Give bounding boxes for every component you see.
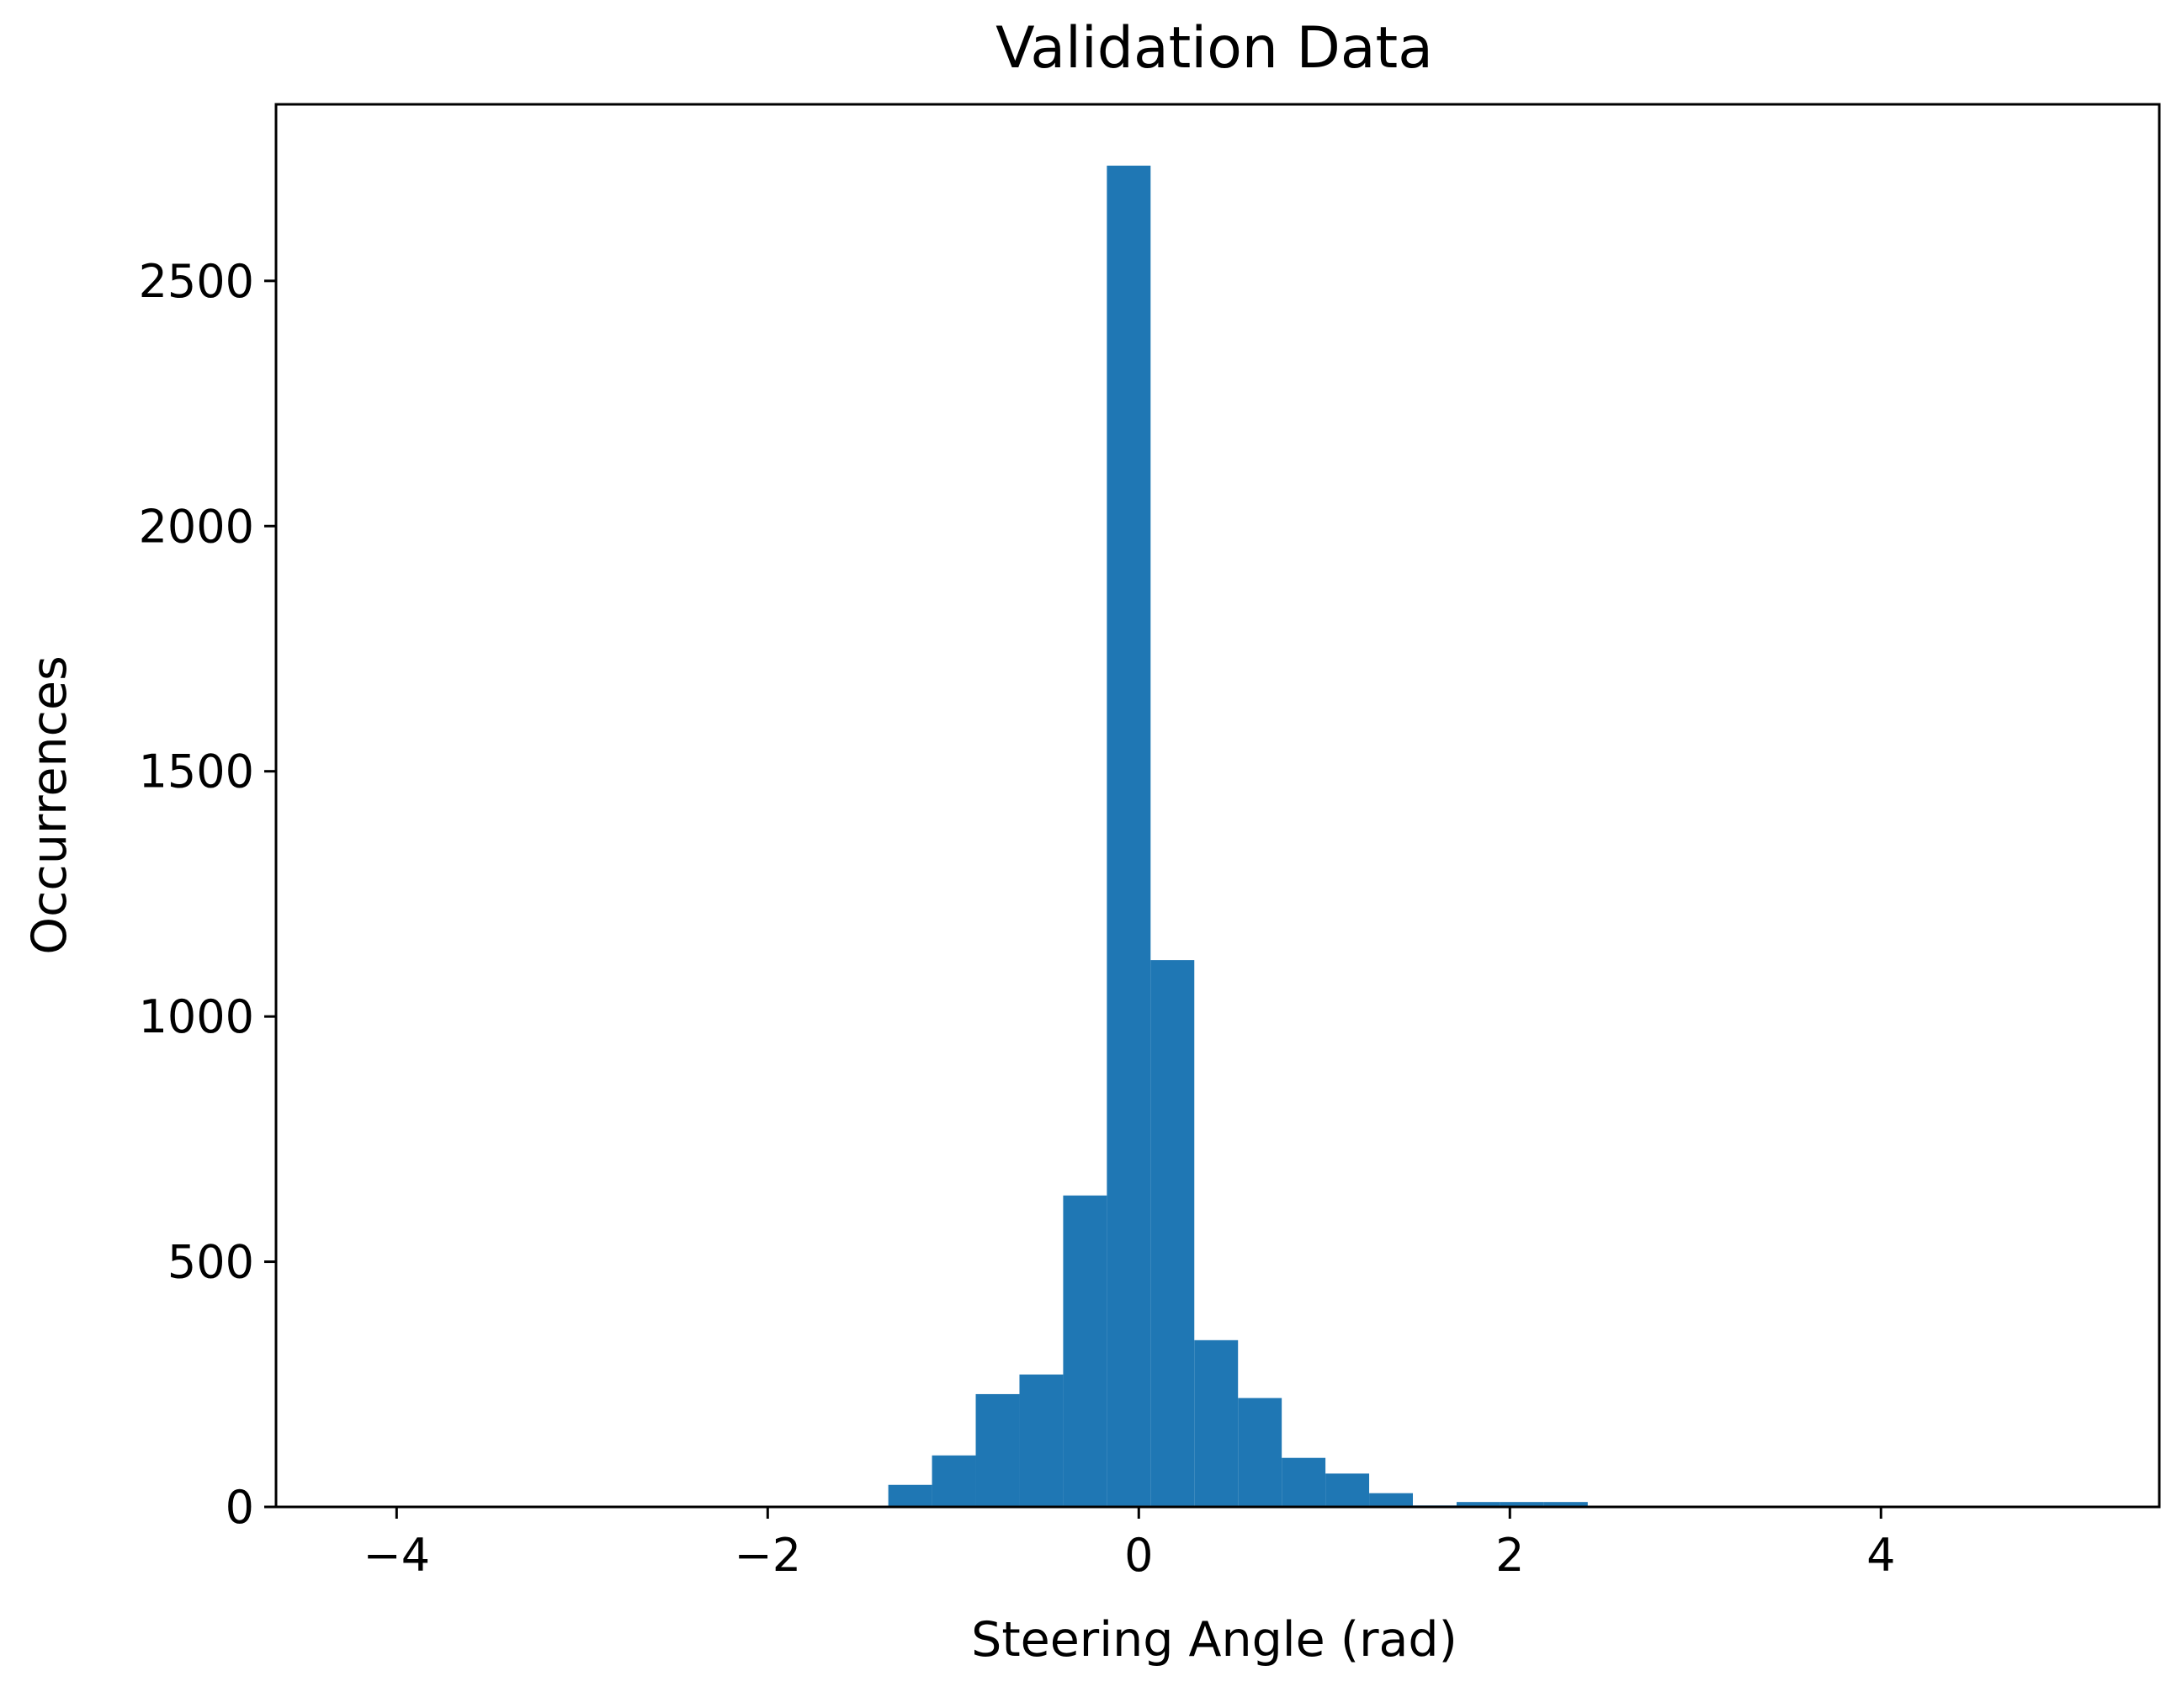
histogram-bar-5: [1107, 165, 1151, 1507]
chart-title: Validation Data: [995, 15, 1433, 82]
histogram-bar-9: [1282, 1457, 1326, 1507]
y-tick-label-2: 1000: [139, 990, 254, 1043]
y-axis-label: Occurrences: [22, 655, 77, 955]
histogram-bar-1: [932, 1455, 976, 1507]
histogram-bar-4: [1063, 1195, 1107, 1507]
y-tick-label-4: 2000: [139, 500, 254, 553]
histogram-bar-13: [1456, 1502, 1500, 1507]
x-axis-label: Steering Angle (rad): [971, 1612, 1457, 1668]
histogram-bar-15: [1543, 1502, 1588, 1507]
x-tick-label-0: −4: [364, 1529, 431, 1582]
y-tick-label-5: 2500: [139, 255, 254, 308]
histogram-bar-2: [975, 1393, 1020, 1507]
x-tick-label-3: 2: [1495, 1529, 1524, 1582]
plot-frame: [274, 103, 2161, 1509]
histogram-bar-7: [1194, 1339, 1239, 1507]
x-axis-ticks: −4 −2 0 2 4: [364, 1507, 1895, 1582]
histogram-bar-0: [888, 1484, 932, 1507]
histogram-bar-11: [1369, 1493, 1414, 1507]
x-tick-label-2: 0: [1124, 1529, 1153, 1582]
y-tick-label-0: 0: [226, 1481, 254, 1534]
bars-group: [888, 165, 1588, 1507]
histogram-bar-8: [1238, 1398, 1282, 1507]
x-tick-label-4: 4: [1866, 1529, 1895, 1582]
histogram-bar-10: [1325, 1473, 1370, 1507]
histogram-bar-3: [1019, 1374, 1064, 1507]
y-tick-label-3: 1500: [139, 745, 254, 798]
histogram-bar-6: [1150, 960, 1195, 1507]
histogram-bar-14: [1500, 1502, 1544, 1507]
y-tick-label-1: 500: [167, 1236, 254, 1289]
y-axis-ticks: 0 500 1000 1500 2000 2500: [139, 255, 276, 1534]
x-tick-label-1: −2: [735, 1529, 802, 1582]
